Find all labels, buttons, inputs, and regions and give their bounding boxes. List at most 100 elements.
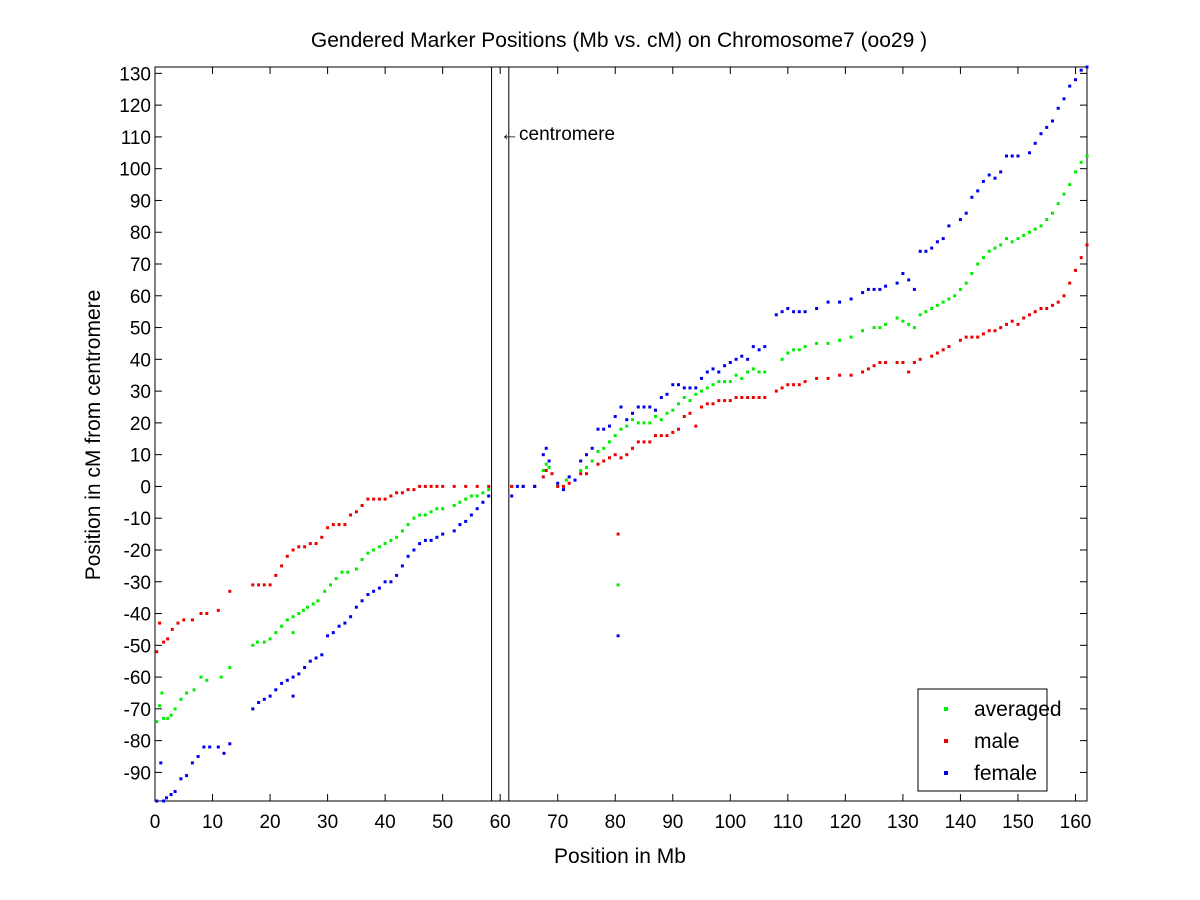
data-point-male [786,383,790,387]
legend-frame [917,688,1048,792]
data-point-averaged [826,341,830,345]
data-point-averaged [547,465,551,469]
data-point-averaged [366,551,370,555]
data-point-female [815,307,819,310]
x-tick-label: 130 [887,812,919,833]
series-male [155,243,1089,654]
data-point-female [280,681,284,685]
data-point-averaged [654,415,657,418]
data-point-male [155,650,159,654]
data-point-female [648,405,652,409]
data-point-female [412,548,416,552]
data-point-male [262,583,266,587]
data-point-averaged [475,494,479,498]
data-point-female [208,745,212,749]
data-point-averaged [169,713,173,717]
data-point-female [268,694,272,698]
data-point-female [780,310,784,314]
data-point-male [274,573,278,577]
data-point-male [901,361,905,364]
data-point-male [320,535,324,539]
data-point-averaged [423,513,427,517]
x-tick-label: 160 [1060,812,1092,833]
data-point-male [654,434,657,438]
data-point-averaged [780,357,784,361]
x-tick-label: 0 [150,812,161,833]
data-point-female [216,745,220,749]
data-point-averaged [469,494,473,498]
data-point-male [199,612,203,615]
data-point-averaged [360,558,364,561]
data-point-male [285,554,289,558]
data-point-averaged [608,440,611,444]
data-point-female [544,446,548,450]
data-point-averaged [717,380,721,384]
data-point-male [872,364,876,368]
data-point-female [190,761,194,765]
data-point-averaged [452,504,456,507]
data-point-averaged [705,386,709,390]
data-point-averaged [1045,218,1049,221]
data-point-averaged [395,535,399,539]
data-point-averaged [918,313,922,317]
data-point-averaged [976,262,980,266]
data-point-male [999,326,1003,330]
data-point-male [544,469,548,472]
data-point-male [423,484,427,488]
data-point-averaged [895,316,899,320]
data-point-averaged [947,297,951,301]
y-tick-label: -70 [124,700,151,721]
data-point-averaged [1005,237,1008,241]
data-point-averaged [199,675,203,679]
data-point-female [930,246,934,250]
data-point-female [585,453,588,457]
data-point-averaged [406,523,410,527]
y-tick-label: 60 [130,287,151,308]
data-point-male [176,621,180,625]
data-point-female [947,224,951,228]
y-tick-label: 40 [130,350,151,371]
data-point-male [280,564,284,568]
data-point-male [941,348,945,352]
data-point-averaged [642,421,646,425]
data-point-male [616,532,620,536]
data-point-male [723,399,727,403]
x-tick-label: 150 [1002,812,1034,833]
data-point-male [987,329,991,333]
data-points [155,65,1089,803]
data-point-averaged [1033,227,1037,231]
data-point-male [452,484,456,488]
data-point-male [541,475,545,479]
data-point-averaged [155,720,159,724]
data-point-male [1005,322,1008,326]
data-point-averaged [878,326,882,330]
data-point-male [671,430,675,434]
data-point-averaged [179,697,183,701]
data-point-male [815,376,819,380]
data-point-female [924,249,928,253]
data-point-male [556,484,560,488]
data-point-averaged [671,408,675,412]
data-point-female [1051,119,1054,123]
data-point-male [257,583,261,587]
data-point-male [700,405,703,409]
data-point-female [705,370,709,374]
data-point-male [746,396,750,399]
data-point-male [182,618,186,622]
data-point-male [930,354,934,358]
data-point-female [941,237,945,241]
data-point-female [654,408,657,412]
data-point-female [159,761,163,765]
data-point-male [412,488,416,492]
data-point-female [797,310,801,314]
data-point-averaged [981,256,985,260]
data-point-averaged [458,500,462,504]
data-point-female [354,605,358,609]
data-point-averaged [734,373,738,377]
data-point-male [303,545,307,549]
data-point-averaged [205,678,209,682]
data-point-female [308,659,312,663]
data-point-female [895,281,899,285]
data-point-female [349,615,353,619]
y-tick-label: -80 [124,732,151,753]
